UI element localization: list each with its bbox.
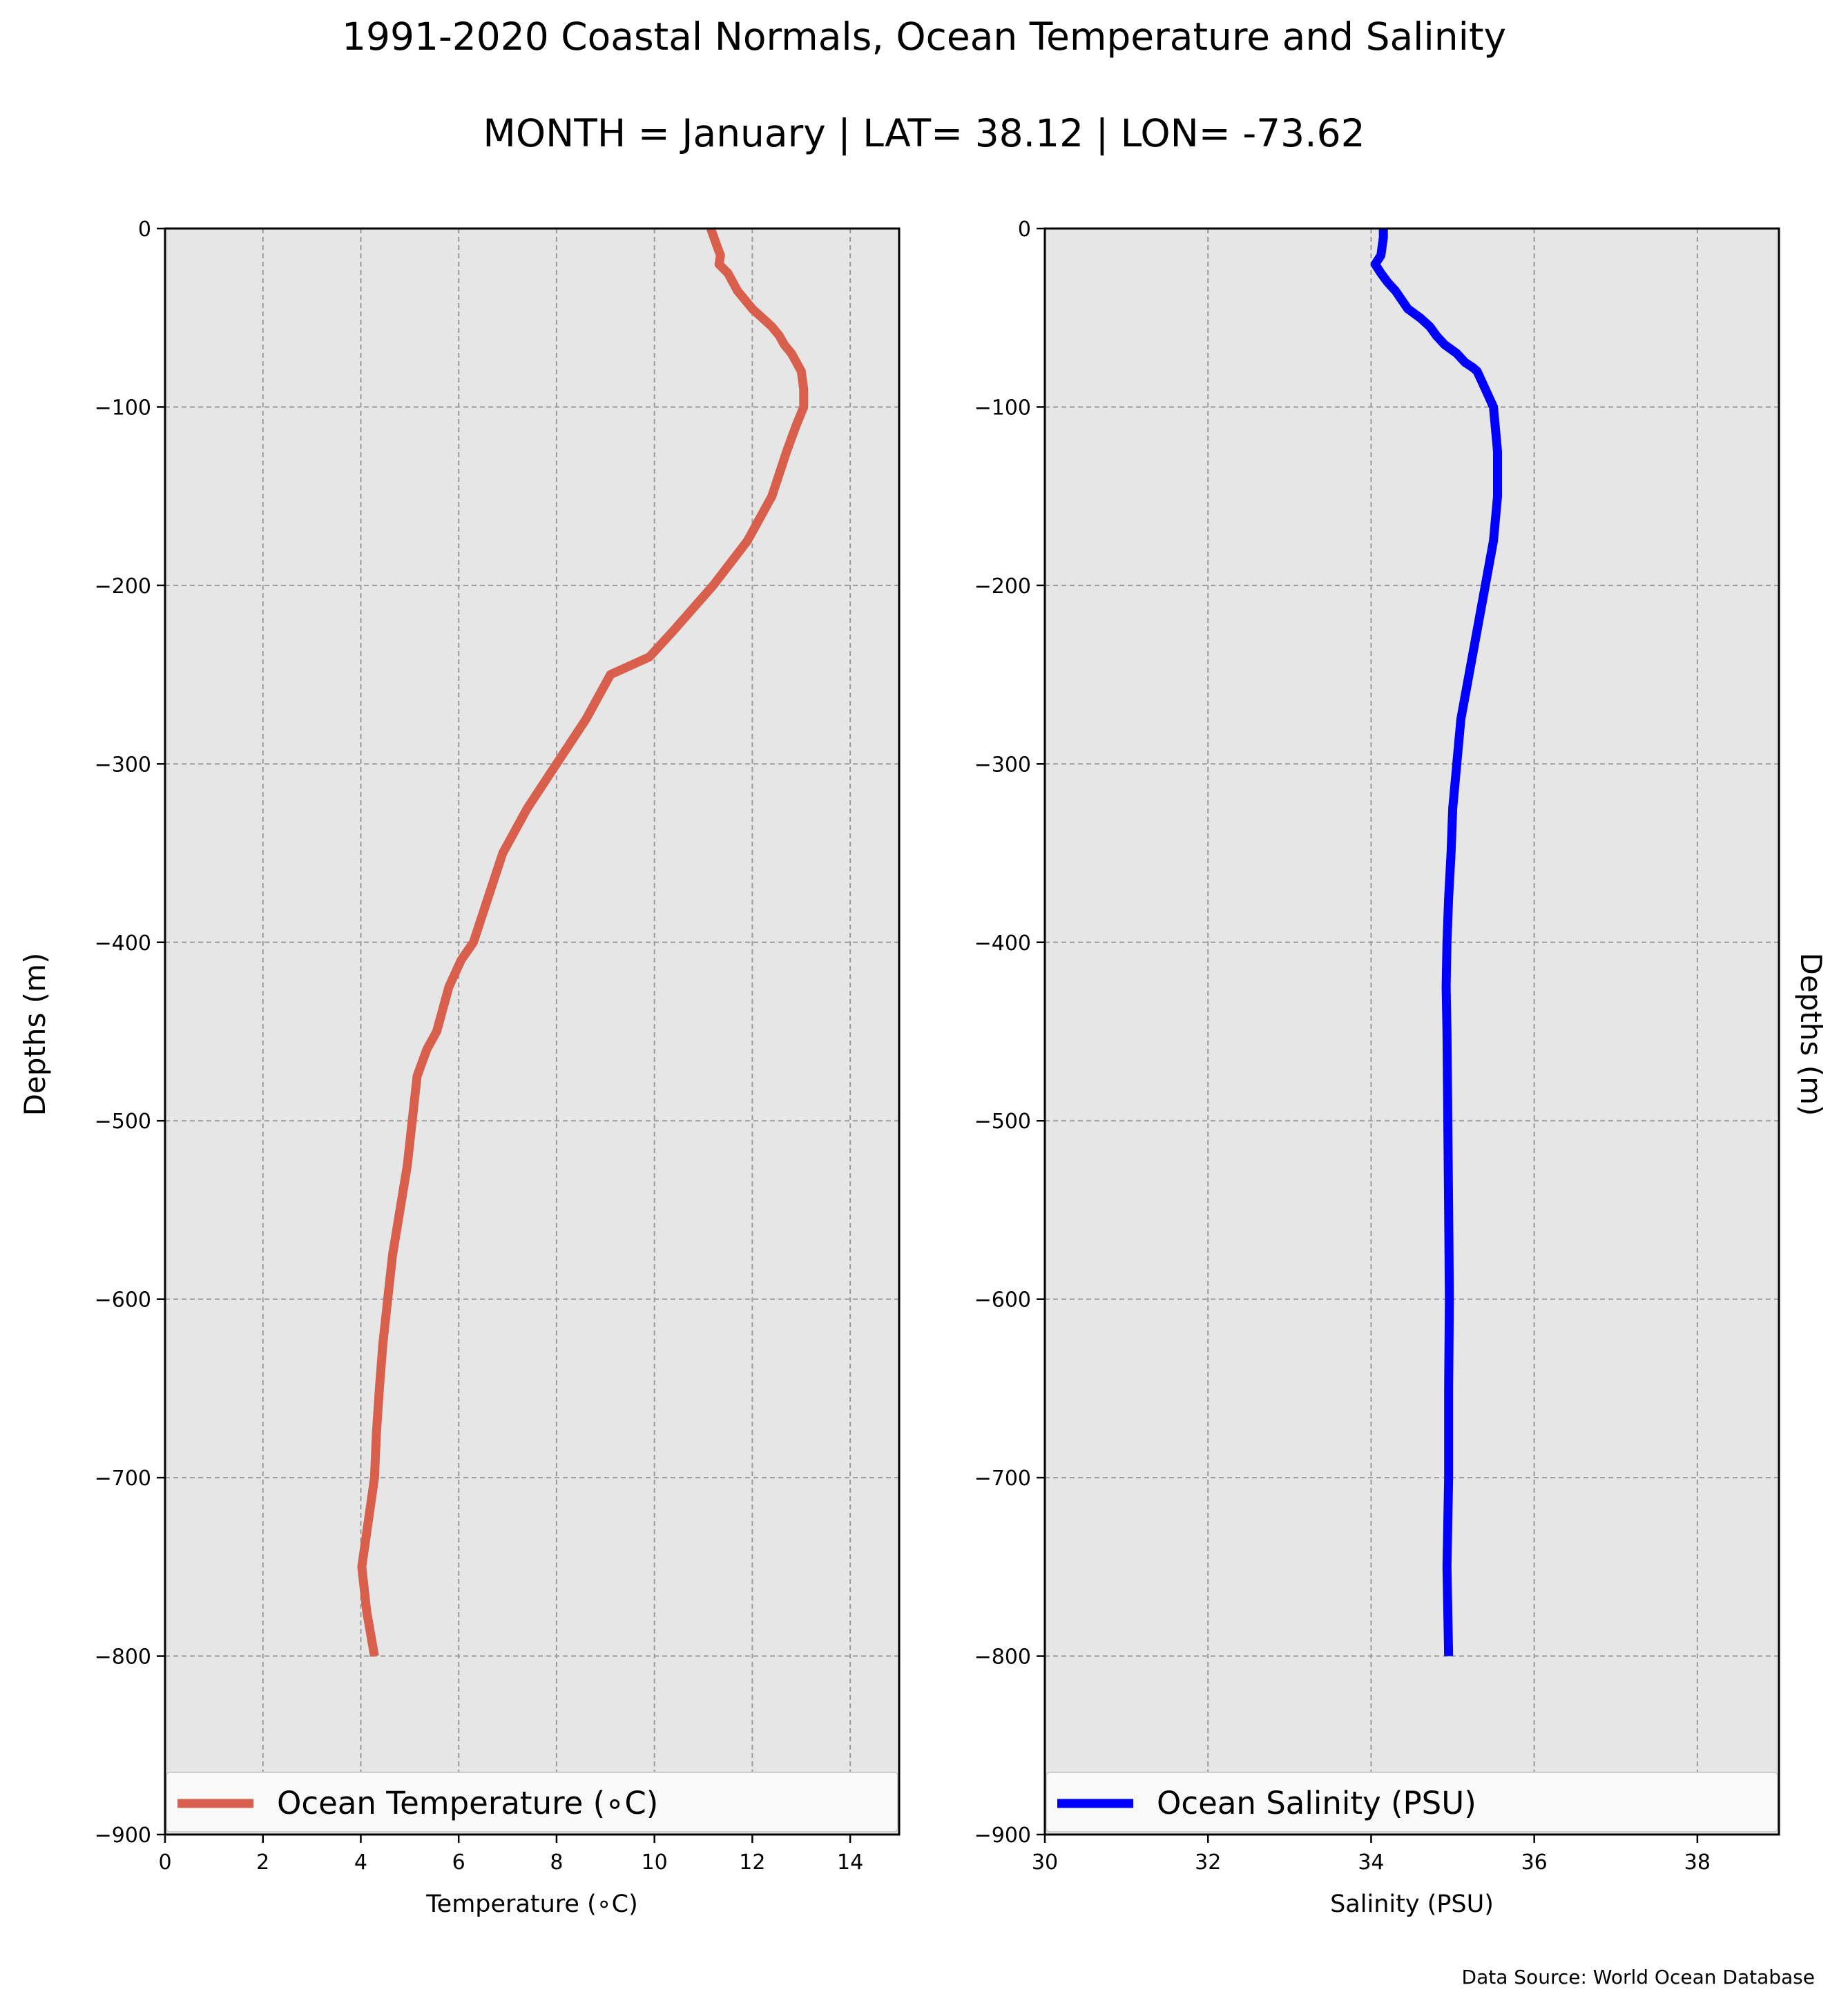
temperature-x-tick-label: 6 xyxy=(452,1850,465,1875)
temperature-y-tick-label: −400 xyxy=(95,931,151,956)
salinity-y-tick-label: −700 xyxy=(974,1467,1031,1491)
temperature-y-tick-label: −600 xyxy=(95,1288,151,1313)
temperature-y-tick-label: −100 xyxy=(95,396,151,420)
temperature-y-tick-label: −200 xyxy=(95,574,151,599)
salinity-y-tick-label: 0 xyxy=(1018,217,1031,242)
temperature-y-tick-label: −700 xyxy=(95,1467,151,1491)
salinity-legend-box xyxy=(1046,1772,1778,1832)
temperature-plot-area xyxy=(165,229,899,1835)
salinity-legend: Ocean Salinity (PSU) xyxy=(1046,1772,1778,1832)
temperature-x-axis-title: Temperature (∘C) xyxy=(425,1890,638,1918)
figure-subtitle: MONTH = January | LAT= 38.12 | LON= -73.… xyxy=(483,111,1365,156)
temperature-y-tick-label: −500 xyxy=(95,1110,151,1134)
salinity-y-tick-label: −200 xyxy=(974,574,1031,599)
salinity-x-tick-label: 34 xyxy=(1358,1850,1384,1875)
salinity-y-tick-label: −800 xyxy=(974,1645,1031,1670)
temperature-x-tick-label: 0 xyxy=(158,1850,171,1875)
right-y-axis-title: Depths (m) xyxy=(1794,953,1828,1116)
figure-title: 1991-2020 Coastal Normals, Ocean Tempera… xyxy=(342,14,1506,59)
salinity-x-tick-label: 30 xyxy=(1032,1850,1058,1875)
temperature-x-tick-label: 14 xyxy=(837,1850,863,1875)
salinity-x-tick-label: 32 xyxy=(1195,1850,1221,1875)
temperature-y-tick-label: 0 xyxy=(138,217,151,242)
salinity-plot-area xyxy=(1045,229,1779,1835)
temperature-legend-box xyxy=(166,1772,898,1832)
temperature-series-line xyxy=(357,226,809,1657)
salinity-legend-label: Ocean Salinity (PSU) xyxy=(1157,1785,1476,1821)
temperature-y-tick-label: −800 xyxy=(95,1645,151,1670)
salinity-x-axis-title: Salinity (PSU) xyxy=(1330,1890,1494,1918)
salinity-y-tick-label: −900 xyxy=(974,1823,1031,1848)
temperature-legend-label: Ocean Temperature (∘C) xyxy=(277,1785,658,1821)
salinity-x-tick-label: 36 xyxy=(1521,1850,1548,1875)
temperature-legend: Ocean Temperature (∘C) xyxy=(166,1772,898,1832)
salinity-axes-frame xyxy=(1043,227,1780,1836)
salinity-panel: 30 32 34 36 38 0 −100 −200 −300 −400 −500 −600 −700 −… xyxy=(974,217,1780,1918)
temperature-x-tick-label: 2 xyxy=(256,1850,269,1875)
data-source-note: Data Source: World Ocean Database xyxy=(1462,1966,1815,1989)
salinity-y-tick-label: −600 xyxy=(974,1288,1031,1313)
salinity-y-tick-label: −100 xyxy=(974,396,1031,420)
salinity-y-tick-label: −400 xyxy=(974,931,1031,956)
temperature-axes-frame xyxy=(164,227,901,1836)
temperature-x-tick-label: 8 xyxy=(550,1850,563,1875)
salinity-series-line xyxy=(1370,229,1502,1656)
temperature-x-tick-label: 12 xyxy=(739,1850,765,1875)
salinity-x-tick-label: 38 xyxy=(1684,1850,1711,1875)
temperature-x-tick-label: 10 xyxy=(642,1850,668,1875)
left-y-axis-title: Depths (m) xyxy=(18,953,52,1116)
salinity-y-tick-label: −500 xyxy=(974,1110,1031,1134)
salinity-y-tick-label: −300 xyxy=(974,753,1031,777)
temperature-y-tick-label: −900 xyxy=(95,1823,151,1848)
temperature-y-tick-label: −300 xyxy=(95,753,151,777)
temperature-panel: 0 2 4 6 8 10 12 14 0 −100 −200 −300 −400 −500 −600 −700… xyxy=(95,217,901,1918)
temperature-x-tick-label: 4 xyxy=(354,1850,367,1875)
